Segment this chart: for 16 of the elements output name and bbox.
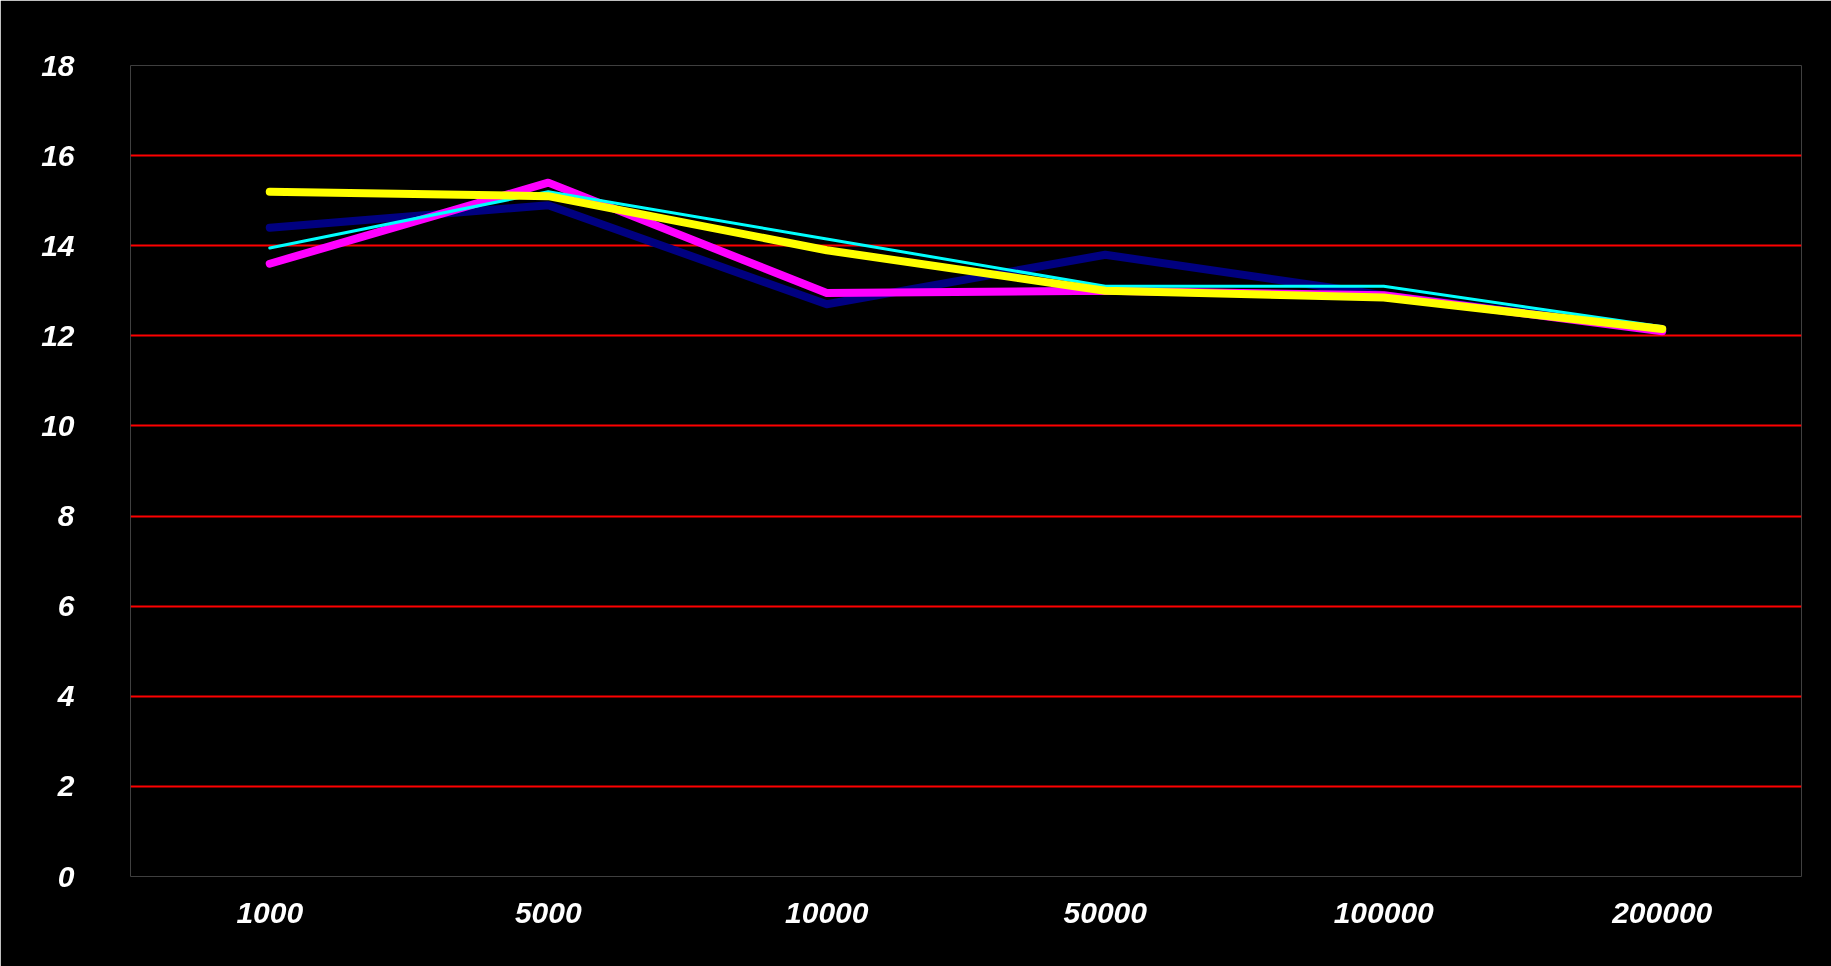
x-tick-label: 5000	[514, 895, 582, 929]
x-tick-label: 100000	[1333, 895, 1435, 929]
y-tick-label: 6	[57, 589, 75, 623]
x-tick-label: 50000	[1063, 895, 1148, 929]
x-tick-label: 200000	[1611, 895, 1713, 929]
y-tick-label: 2	[56, 769, 75, 803]
y-tick-label: 12	[41, 318, 75, 352]
y-tick-label: 16	[41, 138, 75, 172]
y-tick-label: 14	[41, 228, 75, 262]
y-tick-label: 10	[41, 408, 75, 442]
y-tick-label: 0	[57, 859, 75, 893]
y-tick-label: 4	[56, 679, 75, 713]
y-tick-label: 18	[41, 48, 75, 82]
x-tick-label: 10000	[785, 895, 869, 929]
x-tick-label: 1000	[236, 895, 304, 929]
y-tick-label: 8	[57, 499, 75, 533]
